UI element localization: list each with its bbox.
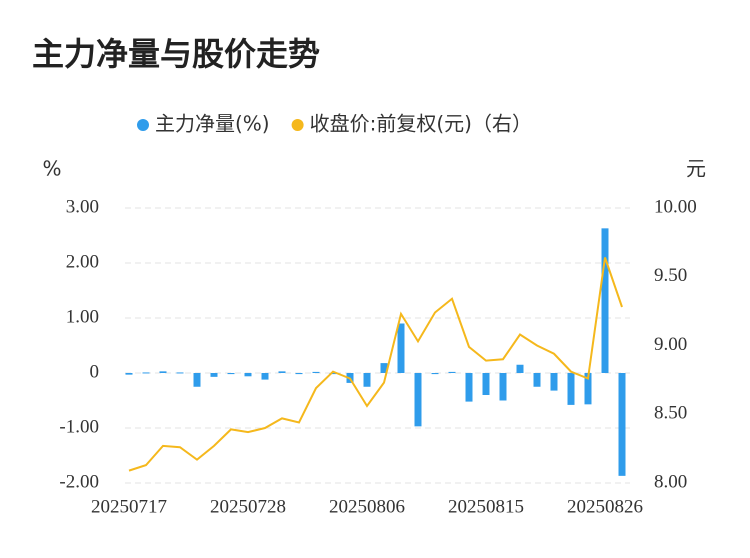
y-tick-label: 0 xyxy=(90,361,100,382)
bar xyxy=(482,373,490,395)
y-tick-label: 1.00 xyxy=(66,306,99,327)
bar xyxy=(567,373,575,405)
legend-label: 主力净量(%) xyxy=(155,112,270,136)
y-axis-label: % xyxy=(42,157,61,181)
bar xyxy=(329,373,337,375)
bar xyxy=(584,373,592,405)
x-tick-label: 20250826 xyxy=(567,496,643,517)
bar xyxy=(176,372,184,374)
y-tick-label: 3.00 xyxy=(66,196,99,217)
bar xyxy=(363,373,371,387)
y-tick-label: -1.00 xyxy=(59,416,99,437)
bar xyxy=(448,371,456,373)
bar xyxy=(414,373,422,427)
y2-tick-label: 8.50 xyxy=(654,403,687,424)
y-tick-label: 2.00 xyxy=(66,251,99,272)
bar xyxy=(397,323,405,373)
bar xyxy=(210,373,218,377)
bar xyxy=(159,371,167,373)
bar xyxy=(125,373,133,375)
bar xyxy=(499,373,507,401)
x-tick-label: 20250728 xyxy=(210,496,286,517)
bar xyxy=(312,371,320,373)
bar xyxy=(533,373,541,387)
x-tick-label: 20250815 xyxy=(448,496,524,517)
price-line xyxy=(128,257,623,472)
bar xyxy=(142,372,150,374)
legend-marker xyxy=(137,119,149,131)
bar xyxy=(601,228,609,373)
chart-title: 主力净量与股价走势 xyxy=(32,35,320,73)
bar xyxy=(244,373,252,377)
bar xyxy=(193,373,201,387)
bar xyxy=(227,373,235,375)
y2-tick-label: 10.00 xyxy=(654,196,697,217)
legend-label: 收盘价:前复权(元)（右） xyxy=(310,112,532,136)
bar xyxy=(550,373,558,391)
bar xyxy=(278,371,286,373)
bar xyxy=(431,373,439,375)
y2-tick-label: 9.50 xyxy=(654,265,687,286)
bar xyxy=(618,373,626,476)
bar xyxy=(465,373,473,402)
y2-tick-label: 8.00 xyxy=(654,471,687,492)
y2-axis-label: 元 xyxy=(686,157,706,181)
x-tick-label: 20250806 xyxy=(329,496,405,517)
x-tick-label: 20250717 xyxy=(91,496,167,517)
bar xyxy=(261,373,269,380)
y-tick-label: -2.00 xyxy=(59,471,99,492)
bar xyxy=(295,373,303,375)
y2-tick-label: 9.00 xyxy=(654,334,687,355)
bar xyxy=(380,363,388,373)
legend-marker xyxy=(291,119,304,131)
bar xyxy=(516,364,524,373)
